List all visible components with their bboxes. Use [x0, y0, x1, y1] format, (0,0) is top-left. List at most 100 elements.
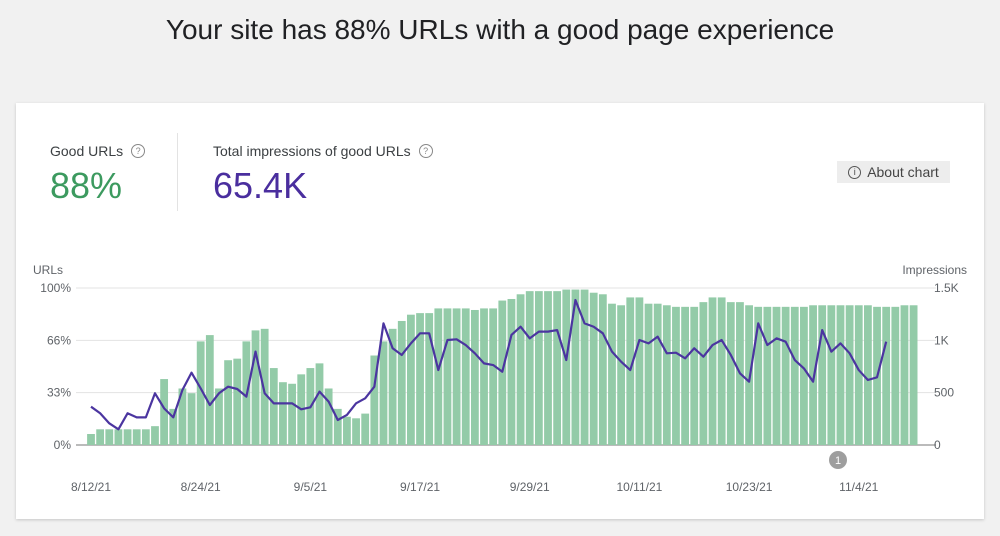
- left-tick-label: 100%: [40, 281, 71, 295]
- url-bar[interactable]: [754, 306, 763, 445]
- page-headline: Your site has 88% URLs with a good page …: [165, 14, 835, 45]
- url-bar[interactable]: [105, 429, 114, 445]
- url-bar[interactable]: [288, 383, 296, 445]
- url-bar[interactable]: [343, 416, 351, 445]
- url-bar[interactable]: [397, 320, 406, 445]
- url-bar[interactable]: [205, 335, 214, 445]
- url-bar[interactable]: [434, 308, 443, 445]
- url-bar[interactable]: [452, 308, 461, 445]
- url-bar[interactable]: [443, 308, 452, 445]
- url-bar[interactable]: [141, 429, 150, 445]
- url-bar[interactable]: [781, 306, 790, 445]
- url-bar[interactable]: [425, 313, 434, 445]
- help-icon[interactable]: ?: [418, 144, 433, 158]
- help-icon[interactable]: ?: [131, 144, 146, 158]
- url-bar[interactable]: [790, 306, 799, 445]
- url-bar[interactable]: [644, 303, 653, 445]
- url-bar[interactable]: [352, 418, 360, 445]
- url-bar[interactable]: [251, 330, 260, 445]
- url-bar[interactable]: [580, 289, 589, 445]
- url-bar[interactable]: [809, 305, 817, 445]
- url-bar[interactable]: [215, 388, 223, 445]
- left-axis-label: URLs: [33, 263, 63, 277]
- url-bar[interactable]: [772, 306, 781, 445]
- url-bar[interactable]: [114, 429, 123, 445]
- url-bar[interactable]: [416, 313, 424, 445]
- url-bar[interactable]: [653, 303, 662, 445]
- url-bar[interactable]: [361, 413, 370, 445]
- url-bar[interactable]: [635, 297, 644, 445]
- url-bar[interactable]: [260, 328, 269, 445]
- url-bar[interactable]: [461, 308, 470, 445]
- url-bar[interactable]: [562, 289, 571, 445]
- info-icon: i: [848, 165, 862, 179]
- url-bar[interactable]: [900, 305, 909, 445]
- annotation-marker[interactable]: [829, 451, 847, 469]
- url-bar[interactable]: [882, 306, 891, 445]
- url-bar[interactable]: [690, 306, 699, 445]
- url-bar[interactable]: [132, 429, 141, 445]
- right-axis-label: Impressions: [902, 263, 967, 277]
- url-bar[interactable]: [123, 429, 132, 445]
- url-bar[interactable]: [489, 308, 498, 445]
- url-bar[interactable]: [864, 305, 872, 445]
- right-tick-label: 500: [934, 386, 954, 400]
- url-bar[interactable]: [836, 305, 845, 445]
- url-bar[interactable]: [699, 302, 708, 445]
- url-bar[interactable]: [827, 305, 836, 445]
- url-bar[interactable]: [571, 289, 580, 445]
- url-bar[interactable]: [507, 298, 516, 445]
- url-bar[interactable]: [708, 297, 717, 445]
- good-urls-label: Good URLs: [50, 143, 124, 159]
- url-bar[interactable]: [160, 379, 169, 445]
- url-bar[interactable]: [379, 341, 388, 445]
- url-bar[interactable]: [324, 388, 333, 445]
- url-bar[interactable]: [726, 302, 735, 445]
- url-bar[interactable]: [608, 303, 616, 445]
- url-bar[interactable]: [178, 388, 187, 445]
- url-bar[interactable]: [87, 434, 95, 445]
- x-tick-label: 9/5/21: [294, 480, 328, 494]
- url-bar[interactable]: [589, 292, 598, 445]
- url-bar[interactable]: [370, 355, 379, 445]
- url-bar[interactable]: [854, 305, 863, 445]
- url-bar[interactable]: [544, 291, 552, 445]
- url-bar[interactable]: [909, 305, 918, 445]
- url-bar[interactable]: [672, 306, 680, 445]
- url-bar[interactable]: [626, 297, 635, 445]
- url-bar[interactable]: [891, 306, 900, 445]
- url-bar[interactable]: [407, 314, 415, 445]
- url-bar[interactable]: [845, 305, 854, 445]
- url-bar[interactable]: [818, 305, 827, 445]
- url-bar[interactable]: [525, 291, 534, 445]
- url-bar[interactable]: [553, 291, 562, 445]
- url-bar[interactable]: [151, 426, 159, 445]
- impressions-value: 65.4K: [213, 165, 308, 206]
- url-bar[interactable]: [315, 363, 324, 445]
- url-bar[interactable]: [617, 305, 626, 445]
- url-bar[interactable]: [187, 393, 196, 445]
- url-bar[interactable]: [470, 309, 479, 445]
- x-tick-label: 11/4/21: [839, 480, 878, 494]
- url-bar[interactable]: [269, 368, 278, 445]
- url-bar[interactable]: [169, 408, 178, 445]
- url-bar[interactable]: [279, 382, 287, 445]
- url-bar[interactable]: [800, 306, 808, 445]
- url-bar[interactable]: [598, 294, 607, 445]
- url-bar[interactable]: [717, 297, 726, 445]
- url-bar[interactable]: [516, 294, 525, 445]
- url-bar[interactable]: [233, 358, 242, 445]
- url-bar[interactable]: [480, 308, 488, 445]
- url-bar[interactable]: [196, 341, 205, 445]
- url-bar[interactable]: [388, 328, 397, 445]
- about-chart-button[interactable]: i About chart: [837, 161, 950, 183]
- url-bar[interactable]: [763, 306, 772, 445]
- url-bar[interactable]: [534, 291, 543, 445]
- url-bar[interactable]: [681, 306, 689, 445]
- url-bar[interactable]: [224, 360, 232, 445]
- url-bar[interactable]: [662, 305, 671, 445]
- x-tick-label: 9/17/21: [400, 480, 440, 494]
- url-bar[interactable]: [333, 408, 342, 445]
- url-bar[interactable]: [96, 429, 105, 445]
